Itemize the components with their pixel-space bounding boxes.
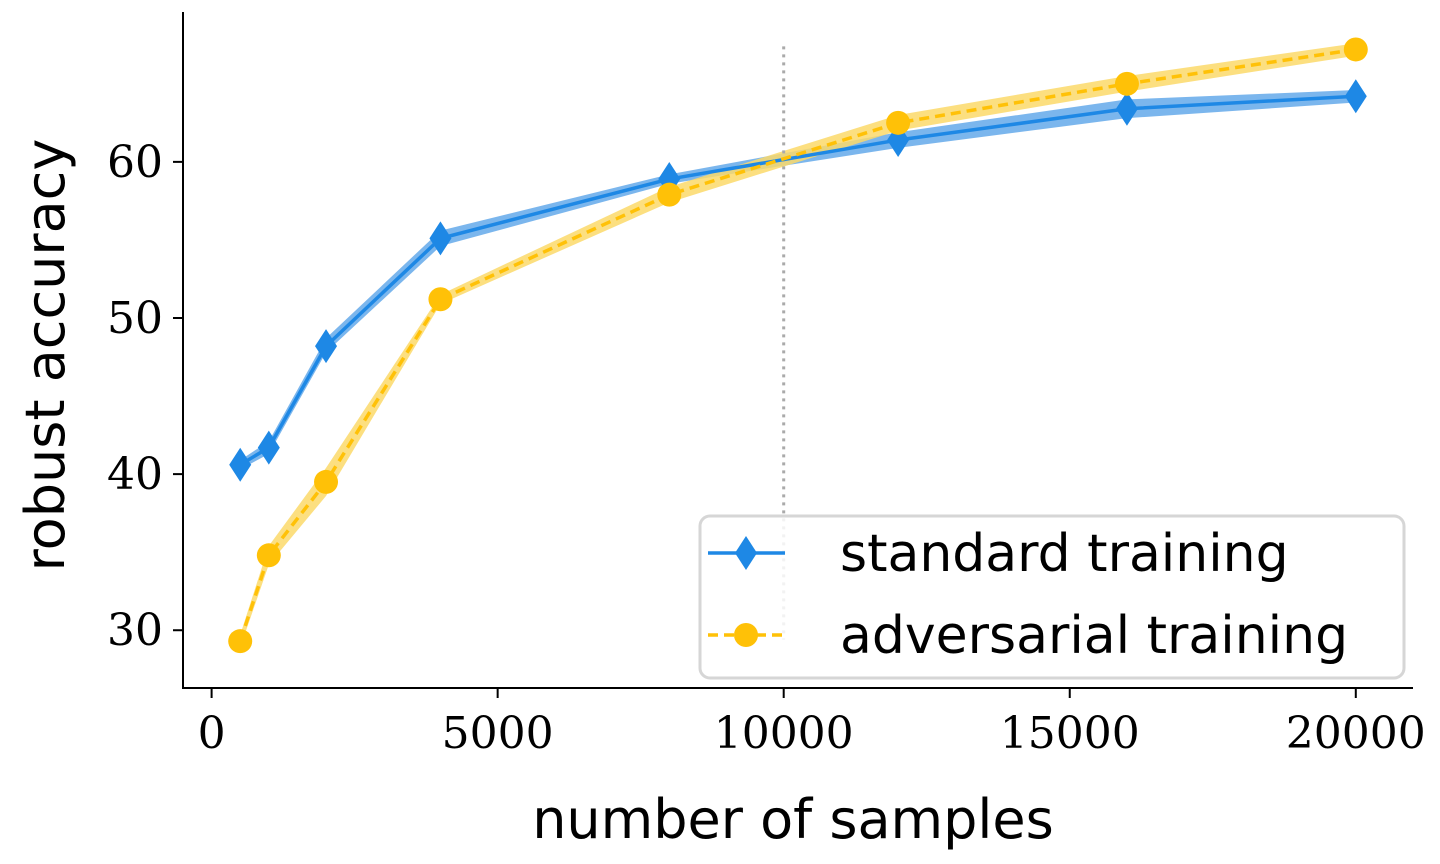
x-axis-title: number of samples [532,788,1054,851]
series-2-point [228,629,253,654]
y-tick-label: 30 [107,605,163,656]
series-1-point [1115,91,1138,126]
series-1-point [257,430,280,465]
series-2-point [1114,71,1139,96]
x-ticks: 0 5000 10000 15000 20000 [198,688,1426,759]
y-tick-label: 50 [107,293,163,344]
series-2-point [657,182,682,207]
x-tick-label: 5000 [442,708,554,759]
y-ticks: 30 40 50 60 [107,137,183,656]
legend-marker-2 [734,623,758,647]
legend-label-1: standard training [840,524,1289,584]
legend-marker-1 [735,536,757,570]
legend-label-2: adversarial training [840,606,1348,666]
series-2-point [886,110,911,135]
x-tick-label: 0 [198,708,226,759]
series-line-1 [239,94,1356,467]
y-axis-title: robust accuracy [14,139,77,572]
legend: standard training adversarial training [698,514,1406,680]
x-tick-label: 20000 [1286,708,1426,759]
y-tick-label: 60 [107,137,163,188]
series-2-point [1343,37,1368,62]
series-2-point [314,469,339,494]
y-tick-label: 40 [107,449,163,500]
plot-area [228,37,1368,654]
series-2-point [428,287,453,312]
series-1-point [429,221,452,256]
series-2-point [256,543,281,568]
series-1-point [229,447,252,482]
x-tick-label: 10000 [714,708,854,759]
series-1-point [1344,79,1367,114]
series-1-point [315,329,338,364]
legend-frame [698,514,1406,680]
x-tick-label: 15000 [1000,708,1140,759]
